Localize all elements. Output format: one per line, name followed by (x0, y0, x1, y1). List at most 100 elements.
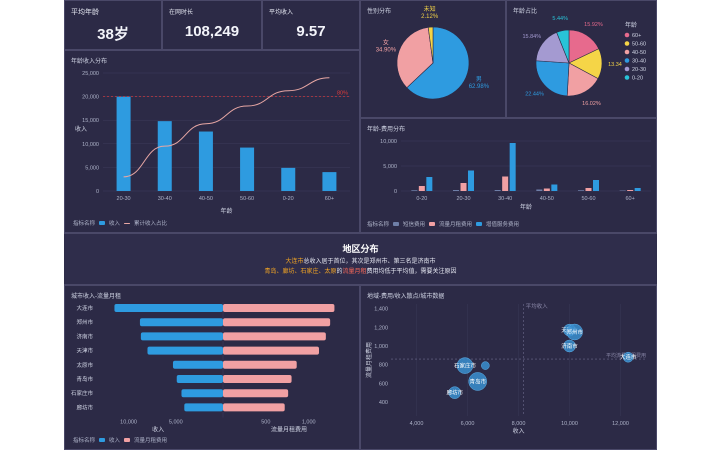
legend-swatch (429, 222, 436, 226)
fee-bar (593, 180, 599, 191)
fee-bar (627, 190, 634, 191)
legend-item[interactable]: 累计收入占比 (134, 221, 168, 227)
banner-metric: 流量月租 (342, 269, 367, 275)
y-tick-label: 5,000 (383, 164, 397, 170)
banner-text: 的 (336, 269, 343, 275)
age-pie-chart: 15.92% 13.34 16.02% 22.44% 15.84% 5.44% 年龄 60+ 5… (522, 16, 646, 107)
reference-label: 80% (337, 91, 348, 97)
y-tick-label: 10,000 (380, 139, 397, 145)
income-bar (322, 172, 337, 191)
legend-name: 指标名称 (367, 222, 390, 228)
pie-slice (406, 26, 470, 100)
income-bar (140, 332, 223, 341)
fee-bar (502, 176, 509, 191)
fee-bar (551, 184, 558, 191)
y-tick-label: 800 (379, 363, 388, 369)
pie-label-pct: 13.34 (608, 62, 622, 68)
kpi-tenure: 在网时长 108,249 (162, 0, 262, 50)
legend-item[interactable]: 增值服务费用 (486, 222, 520, 228)
legend-swatch (124, 438, 131, 442)
banner-title: 地区分布 (342, 244, 379, 254)
x-tick-label: 6,000 (461, 421, 475, 427)
income-bar (116, 96, 131, 191)
fee-bar (468, 170, 474, 191)
legend-dot (624, 49, 630, 55)
fee-bar (223, 304, 335, 312)
kpi-avg-income: 平均收入 9.57 (262, 0, 360, 50)
pie-slice (396, 26, 434, 89)
x-tick-label: 0-20 (416, 196, 427, 202)
butterfly-legend: 指标名称 收入 流量月租费用 (73, 436, 167, 444)
scatter-point (563, 339, 576, 353)
x-axis-label: 年龄 (520, 203, 532, 211)
x-axis-label: 流量月租费用 (271, 426, 307, 434)
kpi-label: 平均收入 (269, 10, 294, 16)
banner-text: 总收入居于首位，其次是郑州市、第三名是济南市 (303, 259, 436, 265)
legend-dot (624, 32, 630, 38)
x-tick-label: 40-50 (540, 196, 554, 202)
legend-swatch (476, 222, 483, 226)
y-tick-label: 0 (96, 189, 99, 195)
legend-title: 年龄 (625, 21, 637, 29)
income-bar (157, 121, 172, 191)
point-label: 济南市 (561, 342, 578, 350)
x-tick-label: 60+ (625, 196, 634, 202)
income-chart-panel: 年龄收入分布 25,000 20,000 15,000 10,000 5,000 0 收入 2… (64, 50, 360, 233)
pie-label-pct: 2.12% (421, 14, 439, 20)
pie-label-pct: 5.44% (552, 16, 568, 22)
scatter-point (622, 351, 634, 363)
x-tick-label: 0-20 (283, 196, 294, 202)
legend-item[interactable]: 短信费用 (403, 222, 426, 228)
income-bar (147, 346, 223, 355)
x-tick-label: 50-60 (581, 196, 595, 202)
age-pie-title: 年龄占比 (513, 9, 538, 15)
point-label: 石家庄市 (454, 362, 477, 370)
legend-item[interactable]: 收入 (109, 438, 121, 444)
x-tick-label: 500 (261, 420, 270, 426)
legend-item[interactable]: 流量月租费用 (439, 222, 473, 228)
legend-item[interactable]: 流量月租费用 (134, 438, 168, 444)
pie-slice (535, 60, 570, 97)
city-label: 廊坊市 (76, 403, 93, 411)
kpi-value: 9.57 (296, 23, 326, 40)
legend-label: 0-20 (632, 76, 643, 82)
y-tick-label: 15,000 (82, 118, 99, 124)
x-tick-label: 30-40 (158, 196, 172, 202)
x-tick-label: 60+ (325, 196, 334, 202)
y-tick-label: 1,400 (374, 307, 388, 313)
fee-bar (543, 188, 550, 191)
y-tick-label: 400 (379, 400, 388, 406)
legend-item[interactable]: 收入 (109, 221, 121, 227)
y-tick-label: 0 (394, 189, 397, 195)
pie-label-pct: 22.44% (525, 91, 544, 97)
income-bar (114, 304, 223, 312)
fee-bar (460, 183, 467, 191)
legend-label: 60+ (632, 33, 641, 39)
income-bar (184, 403, 223, 412)
x-tick-label: 1,000 (302, 420, 316, 426)
scatter-point (456, 357, 474, 374)
fee-bar (453, 190, 459, 191)
fee-bar (418, 186, 425, 191)
x-tick-label: 20-30 (117, 196, 131, 202)
butterfly-panel: 城市收入-流量月租 大连市 郑州市 济南市 天津市 太原市 青岛市 石家庄市 廊坊市 10,00… (64, 285, 360, 450)
fee-bar (585, 188, 592, 191)
x-axis-label: 收入 (152, 426, 164, 434)
pie-label-pct: 15.92% (584, 22, 603, 28)
income-bar (281, 167, 296, 191)
x-axis-label: 收入 (512, 427, 524, 435)
pie-label-pct: 62.98% (469, 84, 490, 90)
legend-swatch (99, 438, 106, 442)
pie-slice (556, 29, 570, 64)
banner-cities: 青岛、廊坊、石家庄、太原 (264, 269, 337, 275)
point-label: 郑州市 (566, 328, 583, 336)
city-label: 太原市 (76, 361, 93, 369)
x-tick-label: 8,000 (512, 421, 526, 427)
scatter-point (468, 372, 487, 391)
region-banner: 地区分布 大连市总收入居于首位，其次是郑州市、第三名是济南市 青岛、廊坊、石家庄… (64, 233, 657, 285)
fee-bar (223, 332, 326, 341)
legend-label: 30-40 (632, 59, 646, 65)
y-tick-label: 1,000 (374, 344, 388, 350)
scatter-point (448, 386, 461, 399)
